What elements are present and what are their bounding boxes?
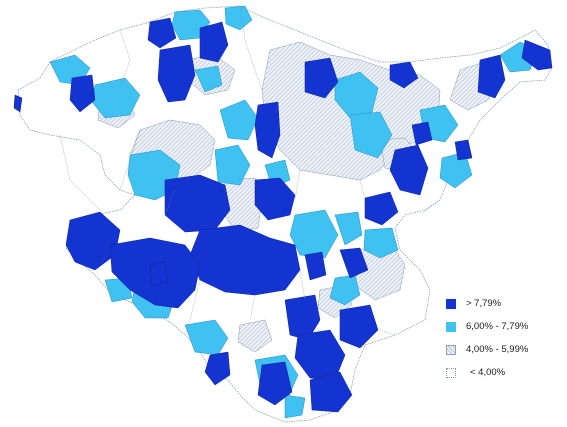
legend-swatch-mid-high bbox=[446, 321, 456, 332]
region bbox=[521, 39, 553, 71]
region bbox=[304, 57, 339, 99]
region bbox=[363, 227, 399, 259]
region bbox=[254, 101, 281, 159]
region bbox=[389, 61, 419, 89]
region bbox=[214, 144, 251, 186]
region bbox=[194, 65, 223, 93]
municipal-borders bbox=[59, 5, 441, 336]
region bbox=[157, 44, 196, 103]
legend-item-low: < 4,00% bbox=[446, 367, 561, 378]
region bbox=[304, 251, 327, 281]
region bbox=[13, 94, 23, 113]
region bbox=[289, 209, 339, 259]
region bbox=[65, 211, 121, 271]
region bbox=[284, 294, 321, 341]
region bbox=[204, 351, 231, 386]
legend-item-mid-low: 4,00% - 5,99% bbox=[446, 344, 561, 355]
region bbox=[334, 71, 379, 119]
legend-swatch-high bbox=[446, 298, 456, 309]
region bbox=[257, 361, 293, 406]
map-legend: > 7,79% 6,00% - 7,79% 4,00% - 5,99% < 4,… bbox=[446, 298, 561, 390]
region bbox=[149, 261, 169, 287]
class-high-regions bbox=[13, 17, 553, 413]
legend-label-high: > 7,79% bbox=[466, 298, 502, 309]
region bbox=[184, 319, 229, 356]
region bbox=[389, 144, 429, 196]
legend-item-high: > 7,79% bbox=[446, 298, 561, 309]
legend-swatch-low bbox=[446, 367, 456, 378]
region bbox=[339, 304, 379, 349]
region bbox=[254, 177, 296, 221]
region bbox=[334, 211, 363, 246]
legend-item-mid-high: 6,00% - 7,79% bbox=[446, 321, 561, 332]
legend-swatch-mid-low bbox=[446, 344, 456, 355]
region bbox=[284, 394, 306, 419]
region bbox=[349, 111, 393, 159]
region bbox=[411, 121, 433, 146]
region bbox=[164, 174, 231, 233]
region bbox=[219, 99, 259, 141]
legend-label-low: < 4,00% bbox=[470, 367, 506, 378]
region bbox=[454, 139, 473, 161]
region bbox=[224, 5, 253, 31]
region bbox=[364, 191, 399, 226]
region bbox=[339, 247, 369, 279]
region bbox=[477, 54, 506, 99]
legend-label-mid-low: 4,00% - 5,99% bbox=[466, 344, 529, 355]
region bbox=[199, 21, 229, 63]
legend-label-mid-high: 6,00% - 7,79% bbox=[466, 321, 529, 332]
region bbox=[69, 74, 96, 113]
region bbox=[147, 17, 177, 49]
region bbox=[237, 319, 273, 353]
region bbox=[309, 371, 353, 413]
